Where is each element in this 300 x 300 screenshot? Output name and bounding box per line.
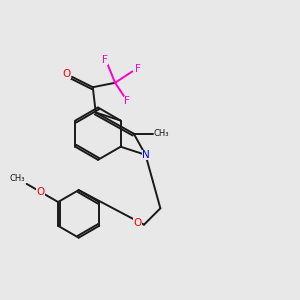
Text: F: F — [102, 55, 108, 65]
Text: O: O — [62, 69, 71, 79]
Text: CH₃: CH₃ — [9, 174, 25, 183]
Text: O: O — [134, 218, 142, 228]
Text: CH₃: CH₃ — [154, 129, 169, 138]
Text: O: O — [36, 187, 45, 197]
Text: N: N — [142, 150, 149, 160]
Text: F: F — [124, 97, 130, 106]
Text: F: F — [135, 64, 141, 74]
